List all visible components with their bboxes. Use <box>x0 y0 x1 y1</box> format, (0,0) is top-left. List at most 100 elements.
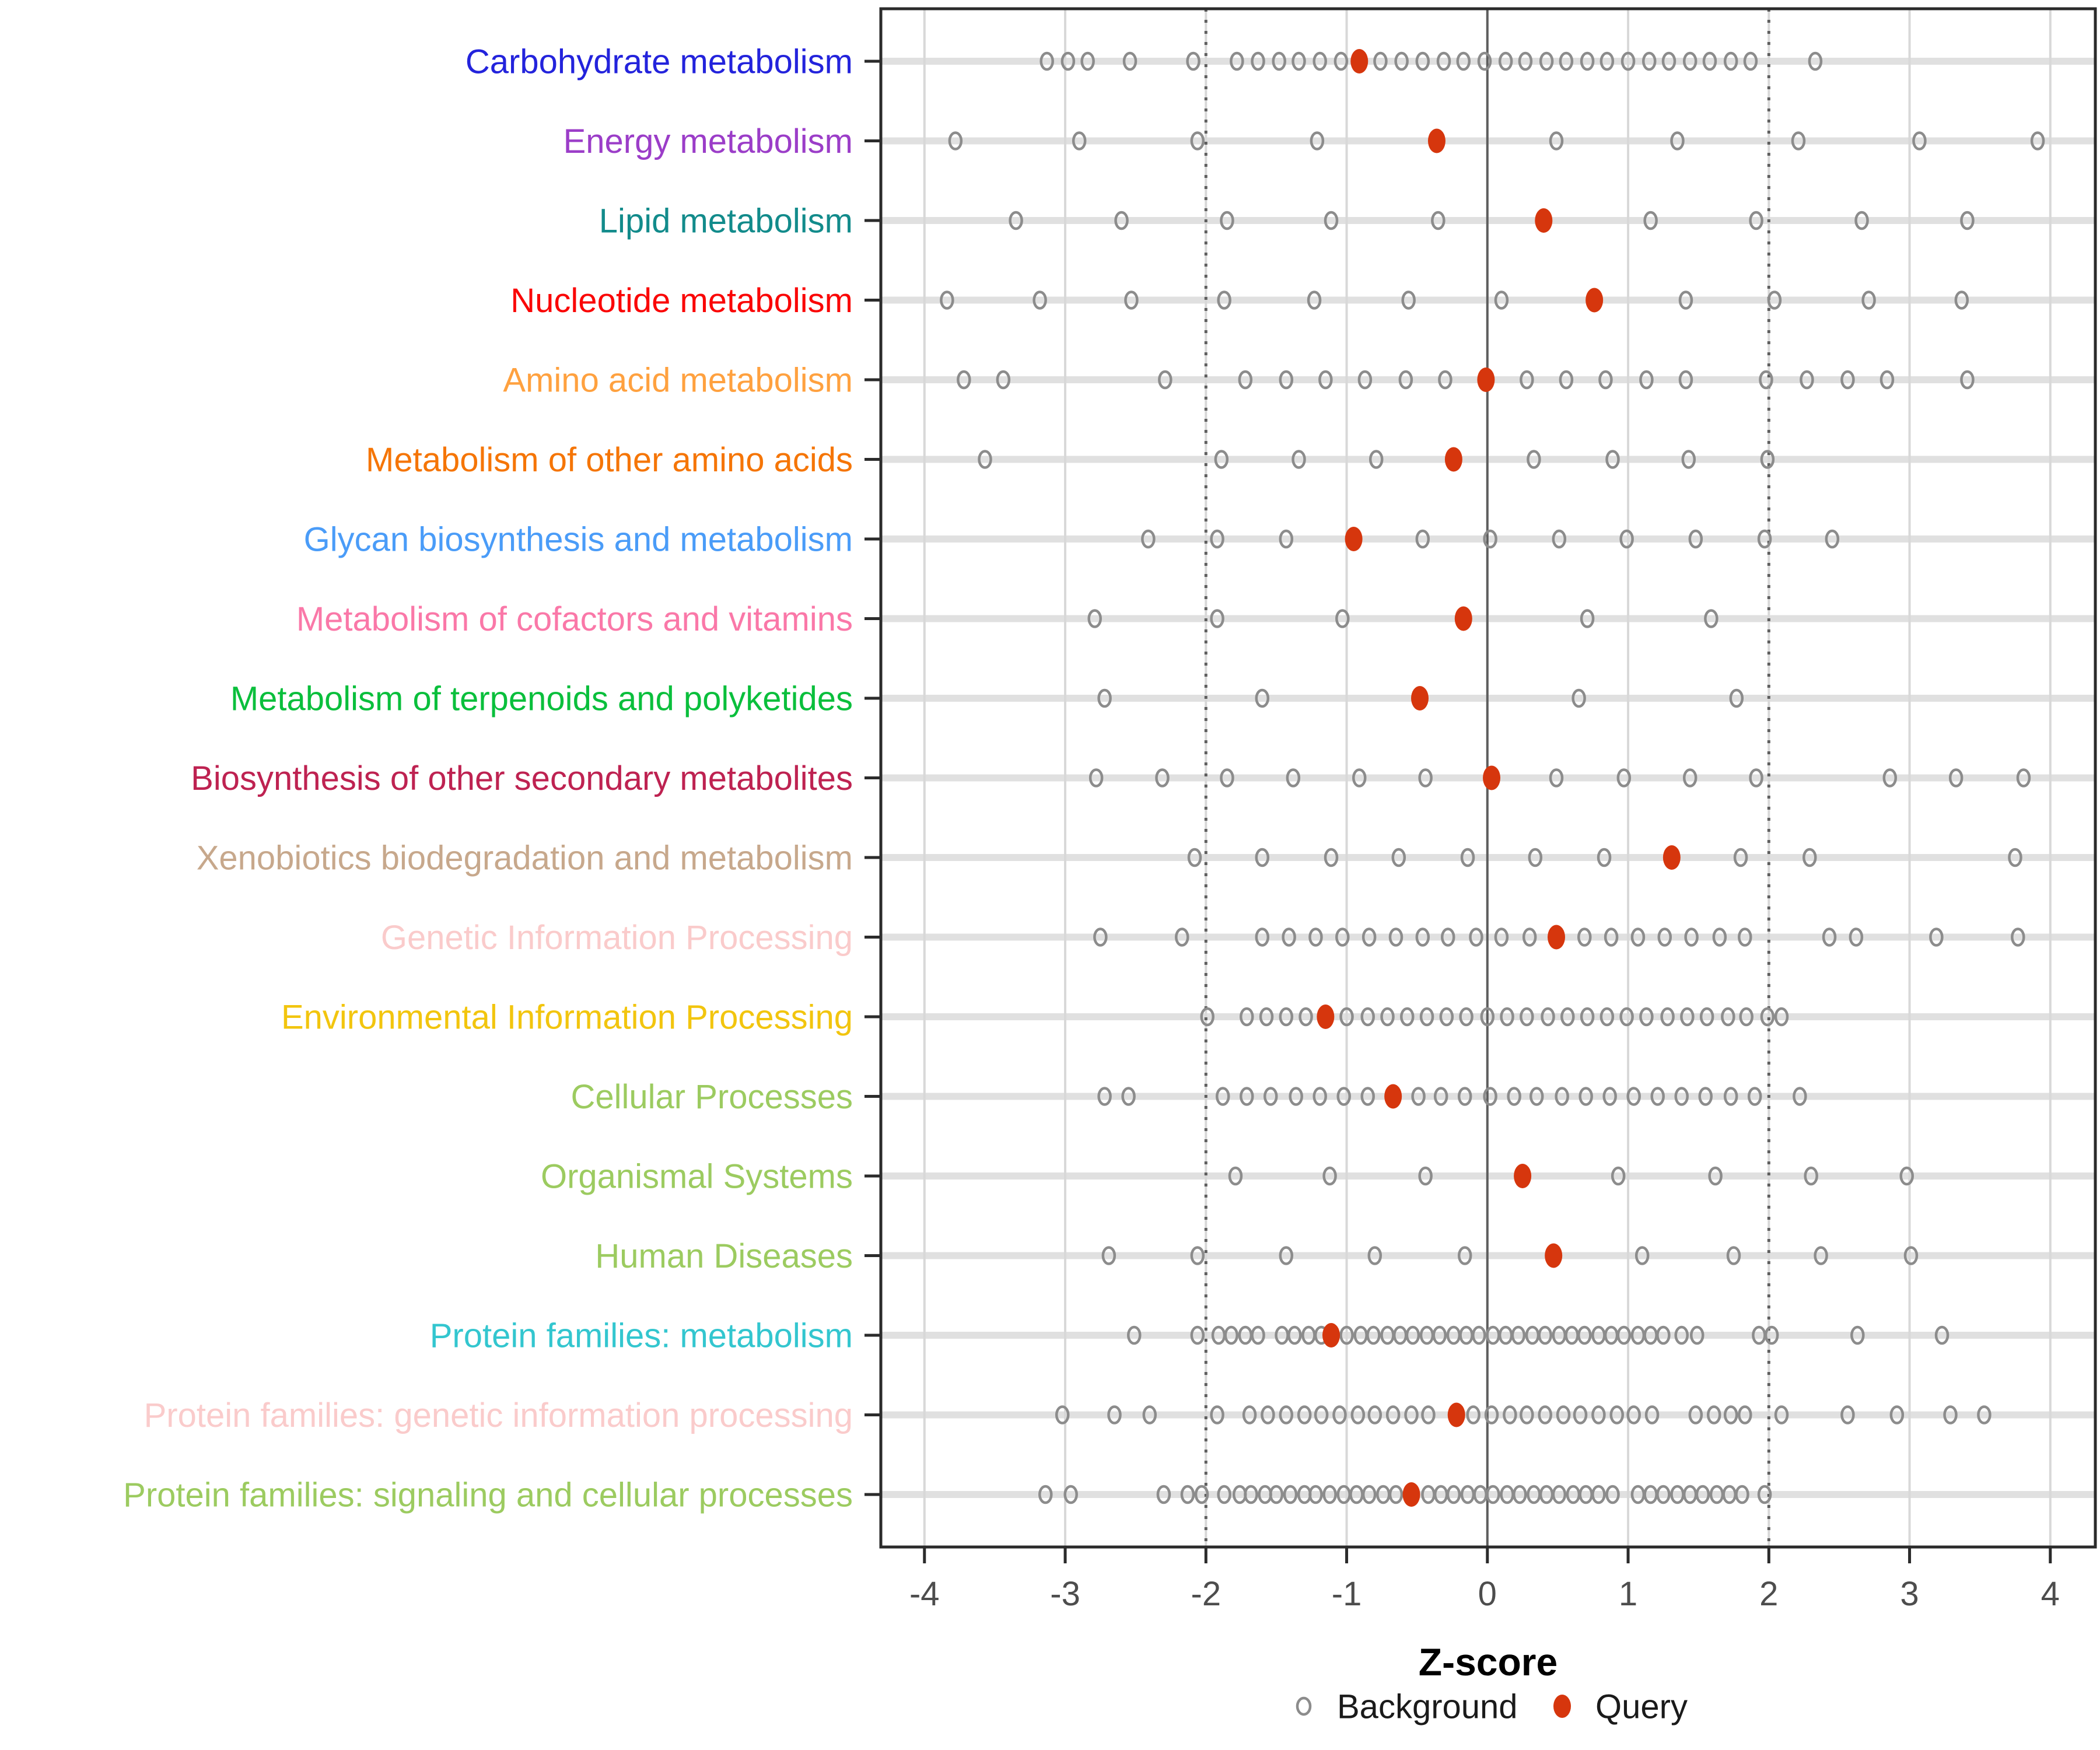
background-point <box>1757 1485 1772 1504</box>
background-point <box>1580 51 1595 71</box>
background-point <box>1394 51 1409 71</box>
background-point <box>978 450 992 469</box>
background-point <box>1774 1007 1789 1027</box>
background-point <box>1415 51 1430 71</box>
background-point <box>1549 131 1564 150</box>
x-tick-label: -4 <box>909 1575 940 1613</box>
background-point <box>1480 1007 1495 1027</box>
background-point <box>1494 928 1509 947</box>
query-point <box>1384 1084 1402 1109</box>
query-point <box>1317 1005 1335 1029</box>
background-point <box>1850 1325 1865 1345</box>
background-point <box>1190 1246 1205 1265</box>
query-point <box>1444 447 1462 472</box>
background-point <box>1432 1325 1447 1345</box>
background-point <box>1279 370 1294 390</box>
background-point <box>1210 1405 1224 1424</box>
background-point <box>1943 1405 1958 1424</box>
background-point <box>1314 1405 1329 1424</box>
background-point <box>1210 529 1224 549</box>
background-point <box>1882 768 1898 788</box>
y-axis-labels: Carbohydrate metabolism Energy metabolism… <box>123 43 853 1514</box>
background-point <box>1808 51 1823 71</box>
y-axis-label: Carbohydrate metabolism <box>466 43 853 80</box>
background-point <box>1529 1087 1544 1106</box>
background-point <box>1322 1485 1337 1504</box>
background-point <box>1155 768 1170 788</box>
background-point <box>1723 1405 1738 1424</box>
background-point <box>1616 768 1632 788</box>
background-point <box>1335 928 1350 947</box>
y-axis-label: Organismal Systems <box>541 1157 853 1195</box>
background-point <box>1500 1007 1514 1027</box>
background-point <box>1398 370 1413 390</box>
query-point <box>1545 1243 1563 1268</box>
background-point <box>1681 450 1696 469</box>
background-point <box>1804 1166 1818 1186</box>
background-point <box>1298 1007 1313 1027</box>
background-point <box>1507 1087 1521 1106</box>
query-point <box>1662 845 1681 870</box>
background-point <box>1419 1007 1434 1027</box>
background-point <box>1038 1485 1053 1504</box>
background-point <box>1520 1405 1534 1424</box>
background-point <box>1849 928 1864 947</box>
background-point <box>996 370 1011 390</box>
background-point <box>1322 1166 1337 1186</box>
background-point <box>1114 211 1129 230</box>
background-point <box>1312 51 1327 71</box>
x-tick-label: -2 <box>1191 1575 1222 1613</box>
background-point <box>1385 1405 1401 1424</box>
background-point <box>1733 848 1748 867</box>
background-point <box>1400 1007 1415 1027</box>
y-axis-label: Human Diseases <box>595 1237 853 1275</box>
background-point <box>1556 1405 1571 1424</box>
background-point <box>1580 1007 1595 1027</box>
background-point <box>1484 1405 1499 1424</box>
background-point <box>1738 1405 1752 1424</box>
background-point <box>1577 1325 1592 1345</box>
background-point <box>1757 529 1772 549</box>
background-point <box>1217 1485 1231 1504</box>
background-point <box>1656 1325 1671 1345</box>
query-point <box>1477 368 1495 392</box>
background-point <box>1670 131 1685 150</box>
query-point <box>1483 765 1501 790</box>
background-point <box>1644 1405 1660 1424</box>
background-point <box>1469 928 1483 947</box>
background-point <box>1511 1325 1526 1345</box>
background-point <box>1190 131 1205 150</box>
background-point <box>1814 1246 1828 1265</box>
background-point <box>1800 370 1814 390</box>
background-point <box>1764 1325 1779 1345</box>
background-point <box>1559 51 1574 71</box>
background-point <box>1604 928 1619 947</box>
background-point <box>1591 1405 1606 1424</box>
background-point <box>1360 1007 1375 1027</box>
background-point <box>1220 211 1234 230</box>
background-point <box>1279 1405 1294 1424</box>
background-point <box>1680 1007 1695 1027</box>
x-tick-label: 2 <box>1759 1575 1778 1613</box>
background-point <box>1255 928 1270 947</box>
y-axis-label: Protein families: genetic information pr… <box>144 1396 853 1434</box>
background-point <box>1466 1405 1480 1424</box>
query-point <box>1402 1482 1420 1507</box>
background-point <box>1009 211 1023 230</box>
query-point <box>1548 925 1566 950</box>
background-point <box>1324 848 1339 867</box>
background-point <box>1373 51 1388 71</box>
background-point <box>1431 211 1446 230</box>
background-point <box>1200 1007 1214 1027</box>
background-point <box>1880 370 1895 390</box>
background-point <box>1520 1007 1534 1027</box>
background-point <box>940 290 954 310</box>
background-point <box>1421 1405 1436 1424</box>
background-point <box>1415 928 1430 947</box>
y-axis-label: Cellular Processes <box>570 1078 853 1116</box>
y-axis-label: Nucleotide metabolism <box>510 282 853 320</box>
background-point <box>1332 1405 1347 1424</box>
query-point <box>1447 1402 1465 1427</box>
background-point <box>1107 1405 1122 1424</box>
